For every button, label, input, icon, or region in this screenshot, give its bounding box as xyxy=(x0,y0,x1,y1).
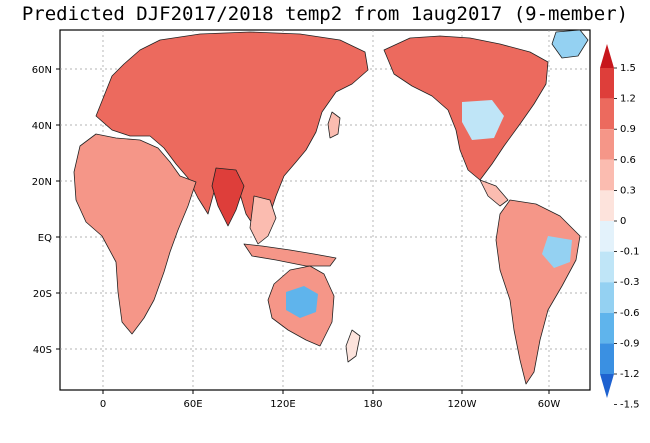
colorbar-label: -0.6 xyxy=(620,308,640,319)
map-title: Predicted DJF2017/2018 temp2 from 1aug20… xyxy=(21,3,629,25)
land-masses xyxy=(73,29,589,385)
colorbar-label: 0.9 xyxy=(620,124,636,135)
lat-tick-label: 40S xyxy=(33,345,52,356)
colorbar-min-triangle xyxy=(600,374,614,398)
axis-ticks xyxy=(56,68,550,394)
colorbar-label: 1.5 xyxy=(620,63,636,74)
colorbar-segment xyxy=(600,312,614,344)
japan xyxy=(327,111,341,139)
brazil-cool xyxy=(542,236,572,268)
colorbar-label: 0 xyxy=(620,216,626,227)
lon-tick-label: 60W xyxy=(538,399,561,410)
lat-tick-label: 20S xyxy=(33,289,52,300)
colorbar-label: -1.5 xyxy=(620,400,640,411)
colorbar: 1.5 1.2 0.9 0.6 0.3 0 -0.1 -0.3 -0.6 -0.9 -1.2 -1.5 xyxy=(600,44,640,411)
eurasia xyxy=(95,31,369,233)
colorbar-segment xyxy=(600,129,614,160)
colorbar-label: -0.1 xyxy=(620,247,640,258)
colorbar-label: 1.2 xyxy=(620,94,636,105)
colorbar-label: -1.2 xyxy=(620,369,640,380)
colorbar-segment xyxy=(600,251,614,283)
lon-tick-label: 0 xyxy=(100,399,106,410)
greenland xyxy=(551,29,589,59)
colorbar-max-triangle xyxy=(600,44,614,68)
lon-tick-label: 120W xyxy=(448,399,477,410)
lon-tick-label: 180 xyxy=(363,399,382,410)
australia-interior-cool xyxy=(286,286,318,318)
lon-tick-label: 60E xyxy=(183,399,202,410)
indonesia xyxy=(243,243,337,267)
lat-tick-label: 60N xyxy=(32,65,52,76)
colorbar-segment xyxy=(600,343,614,374)
colorbar-label: -0.9 xyxy=(620,338,640,349)
colorbar-label: 0.6 xyxy=(620,155,636,166)
lat-tick-label: 40N xyxy=(32,121,52,132)
lon-tick-label: 120E xyxy=(270,399,295,410)
colorbar-label: 0.3 xyxy=(620,185,636,196)
new-zealand xyxy=(345,329,361,363)
lat-tick-label: EQ xyxy=(38,233,52,244)
colorbar-segment xyxy=(600,98,614,130)
longitude-labels: 0 60E 120E 180 120W 60W xyxy=(100,399,561,410)
lat-tick-label: 20N xyxy=(32,177,52,188)
latitude-labels: 60N 40N 20N EQ 20S 40S xyxy=(32,65,52,356)
central-america xyxy=(479,179,509,207)
africa xyxy=(73,133,197,335)
colorbar-segment xyxy=(600,221,614,252)
colorbar-segment xyxy=(600,282,614,313)
southeast-asia xyxy=(249,195,277,245)
colorbar-segment xyxy=(600,159,614,191)
india xyxy=(211,167,245,227)
colorbar-label: -0.3 xyxy=(620,277,640,288)
colorbar-segment xyxy=(600,68,614,99)
colorbar-segment xyxy=(600,190,614,221)
us-midwest-cool xyxy=(462,100,504,140)
